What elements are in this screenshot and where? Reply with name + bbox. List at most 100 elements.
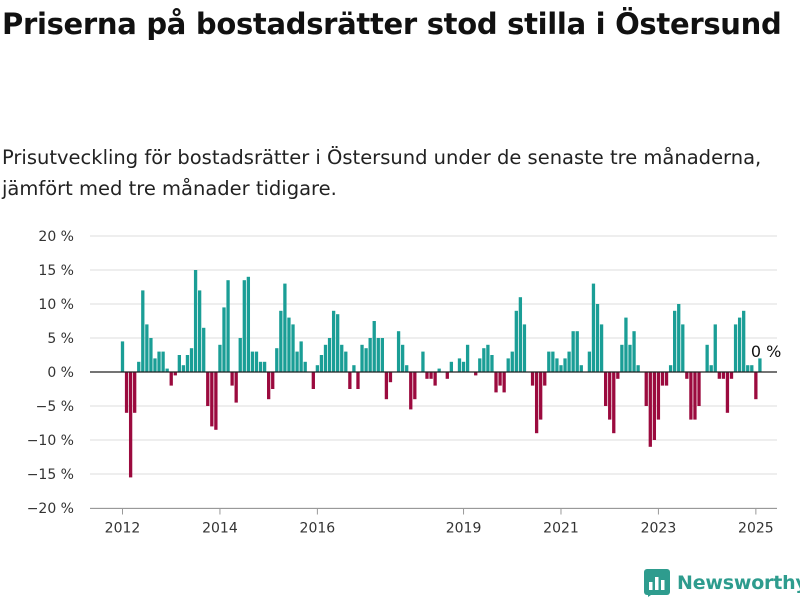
bar: [421, 351, 425, 372]
bar: [668, 365, 673, 372]
bar: [258, 361, 263, 372]
bar: [664, 372, 669, 386]
bar: [242, 280, 246, 372]
bar: [409, 372, 413, 410]
bar: [612, 372, 616, 434]
bar: [620, 344, 624, 372]
bar: [279, 310, 283, 372]
bar: [490, 355, 494, 372]
bar: [457, 358, 462, 372]
bar: [530, 372, 535, 386]
bar: [644, 372, 648, 406]
bar: [510, 351, 514, 372]
bar: [449, 361, 454, 372]
bar: [689, 372, 693, 420]
bar: [705, 344, 709, 372]
chart-subtitle: Prisutveckling för bostadsrätter i Öster…: [2, 146, 762, 200]
bar: [514, 310, 518, 372]
bar: [608, 372, 612, 420]
bar: [433, 372, 437, 386]
x-tick-label: 2019: [446, 521, 482, 537]
bar: [693, 372, 697, 420]
bar: [271, 372, 275, 389]
bar: [153, 358, 157, 372]
x-tick-label: 2025: [738, 521, 774, 537]
bar: [197, 290, 202, 372]
bar: [539, 372, 543, 420]
bar: [360, 344, 364, 372]
bar: [303, 361, 307, 372]
latest-value-label: 0 %: [751, 342, 781, 361]
bar: [648, 372, 652, 447]
bar: [210, 372, 214, 427]
bar: [502, 372, 506, 393]
bar: [145, 324, 149, 372]
bar: [405, 365, 409, 372]
bar: [206, 372, 210, 406]
bar: [400, 344, 405, 372]
bar: [185, 355, 190, 372]
bar: [267, 372, 271, 400]
bar: [254, 351, 259, 372]
bar: [250, 351, 255, 372]
x-tick-label: 2016: [300, 521, 336, 537]
bar: [413, 372, 417, 400]
bar: [603, 372, 608, 406]
bar: [327, 338, 332, 372]
bar: [396, 331, 401, 372]
bar: [677, 304, 681, 372]
bar: [364, 348, 368, 372]
bar: [437, 368, 441, 372]
bar: [599, 324, 604, 372]
bar: [120, 341, 125, 372]
bar: [478, 358, 482, 372]
bar: [429, 372, 433, 379]
bar: [697, 372, 701, 406]
bar: [685, 372, 689, 379]
bar: [721, 372, 726, 379]
bar: [579, 365, 583, 372]
bar: [275, 348, 279, 372]
bar: [299, 341, 303, 372]
bar: [356, 372, 360, 389]
bar: [226, 280, 230, 372]
bar: [717, 372, 721, 379]
bar: [376, 338, 380, 372]
bar: [295, 351, 299, 372]
chart-title: Priserna på bostadsrätter stod stilla i …: [2, 7, 782, 41]
bar: [177, 355, 181, 372]
bar: [133, 372, 137, 413]
x-tick-label: 2021: [543, 521, 579, 537]
bar: [742, 310, 746, 372]
bar: [632, 331, 636, 372]
bar: [758, 358, 762, 372]
bar: [222, 307, 226, 372]
bar: [482, 348, 486, 372]
y-tick-label: 15 %: [38, 263, 74, 279]
x-tick-label: 2012: [105, 521, 141, 537]
bar: [737, 317, 742, 372]
bar: [149, 338, 153, 372]
bar: [137, 361, 141, 372]
bar: [388, 372, 393, 383]
bar: [202, 327, 206, 372]
bar: [551, 351, 555, 372]
bar: [173, 372, 177, 376]
y-axis: 20 % 15 % 10 % 5 % 0 % −5 % −10 % −15 % −20 %: [27, 229, 74, 517]
bar: [486, 344, 490, 372]
bar: [214, 372, 218, 430]
bar: [425, 372, 429, 379]
bar: [193, 270, 198, 372]
bar: [729, 372, 734, 379]
x-tick-label: 2023: [641, 521, 677, 537]
bar: [624, 317, 628, 372]
bar: [465, 344, 470, 372]
x-tick-label: 2014: [202, 521, 238, 537]
bar: [660, 372, 665, 386]
bar: [262, 361, 267, 372]
bar: [725, 372, 730, 413]
bar: [181, 365, 186, 372]
bar: [733, 324, 738, 372]
bar: [311, 372, 315, 389]
bar: [709, 365, 713, 372]
